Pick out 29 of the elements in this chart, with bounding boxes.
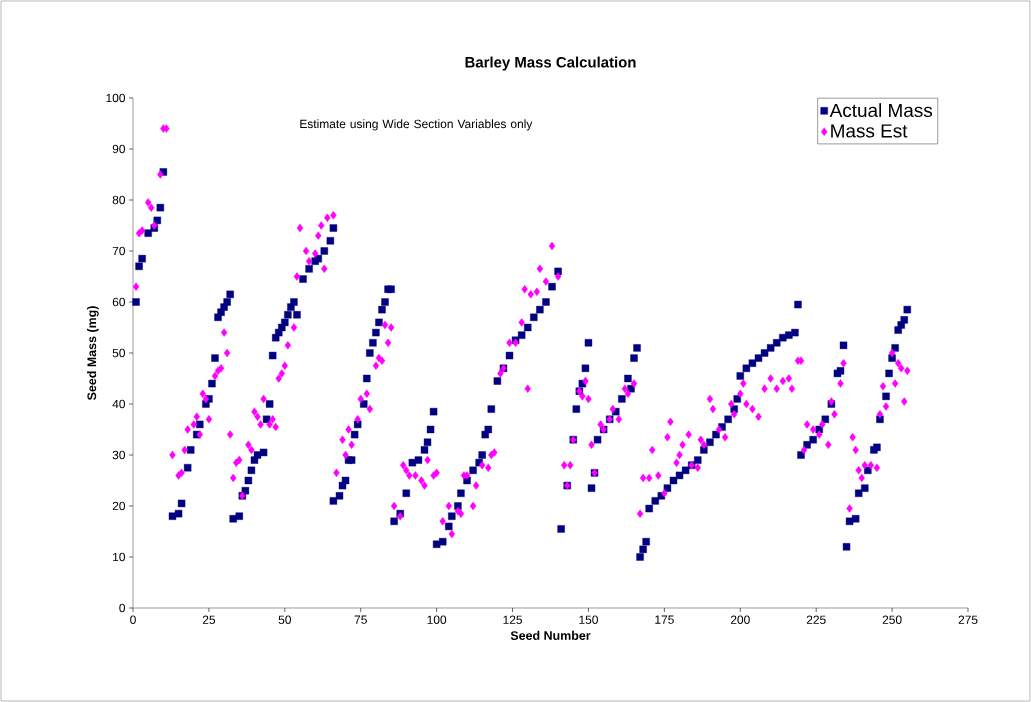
legend-label: Mass Est xyxy=(831,124,908,138)
x-tick-label: 0 xyxy=(130,615,136,624)
x-tick-label: 225 xyxy=(806,615,826,624)
y-axis-title: Seed Mass (mg) xyxy=(87,306,99,401)
x-tick-label: 125 xyxy=(503,615,523,624)
x-tick-label: 175 xyxy=(655,615,674,624)
y-tick-label: 70 xyxy=(112,246,126,256)
x-tick-label: 250 xyxy=(882,615,902,624)
x-tick-label: 50 xyxy=(278,615,292,624)
y-tick-label: 100 xyxy=(106,93,126,103)
y-tick-label: 40 xyxy=(112,399,126,409)
x-tick-label: 150 xyxy=(579,615,598,624)
y-tick-label: 60 xyxy=(112,297,126,307)
y-tick-label: 90 xyxy=(112,144,126,154)
y-tick-label: 50 xyxy=(112,348,126,358)
chart-title: Barley Mass Calculation xyxy=(465,56,636,71)
annotation: Estimate using Wide Section Variables only xyxy=(300,119,533,131)
y-tick-label: 20 xyxy=(112,501,126,511)
y-tick-label: 10 xyxy=(113,552,126,562)
x-tick-label: 25 xyxy=(202,615,216,624)
y-tick-label: 0 xyxy=(119,603,126,613)
y-tick-label: 80 xyxy=(112,195,126,205)
y-tick-label: 30 xyxy=(112,450,126,460)
x-tick-label: 200 xyxy=(730,615,750,624)
x-axis-title: Seed Number xyxy=(510,630,591,640)
legend-label: Actual Mass xyxy=(829,103,933,118)
x-tick-label: 100 xyxy=(427,615,447,624)
x-tick-label: 275 xyxy=(958,615,978,624)
x-tick-label: 75 xyxy=(354,615,367,624)
